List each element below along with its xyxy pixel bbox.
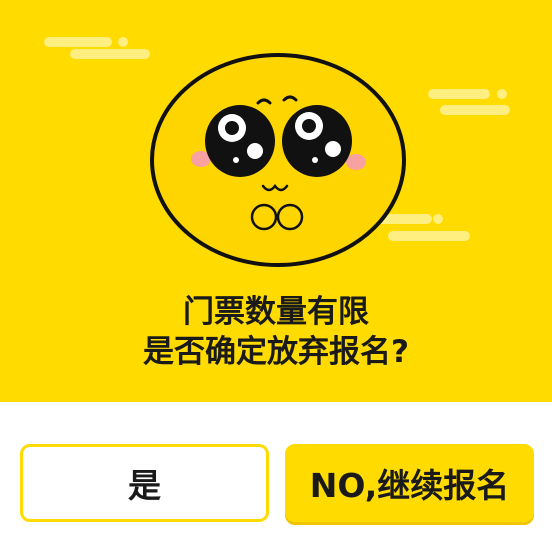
continue-signup-button[interactable]: NO,继续报名 [285,444,534,522]
confirm-quit-button[interactable]: 是 [20,444,269,522]
cloud-icon [428,89,510,115]
cloud-icon [376,214,470,241]
cloud-icon [44,37,150,59]
pleading-face-icon [150,53,406,267]
message-line-2: 是否确定放弃报名? [143,334,409,370]
dialog-actions: 是 NO,继续报名 [0,402,552,560]
illustration [44,37,510,267]
dialog-message: 门票数量有限 是否确定放弃报名? [0,292,552,372]
continue-signup-label: NO,继续报名 [309,466,510,505]
confirm-quit-label: 是 [128,466,161,505]
dialog-banner: 门票数量有限 是否确定放弃报名? [0,0,552,402]
message-line-1: 门票数量有限 [183,294,369,330]
